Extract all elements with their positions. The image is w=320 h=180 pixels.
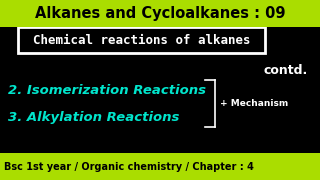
Text: Alkanes and Cycloalkanes : 09: Alkanes and Cycloalkanes : 09 (35, 6, 285, 21)
Text: contd.: contd. (264, 64, 308, 76)
Text: 2. Isomerization Reactions: 2. Isomerization Reactions (8, 84, 206, 96)
Text: 3. Alkylation Reactions: 3. Alkylation Reactions (8, 111, 180, 125)
Bar (18, 27, 265, 53)
Bar (0, 0, 320, 27)
Bar (0, 153, 320, 180)
Text: + Mechanism: + Mechanism (220, 99, 288, 108)
Text: Chemical reactions of alkanes: Chemical reactions of alkanes (33, 33, 250, 46)
Text: Bsc 1st year / Organic chemistry / Chapter : 4: Bsc 1st year / Organic chemistry / Chapt… (4, 161, 254, 172)
